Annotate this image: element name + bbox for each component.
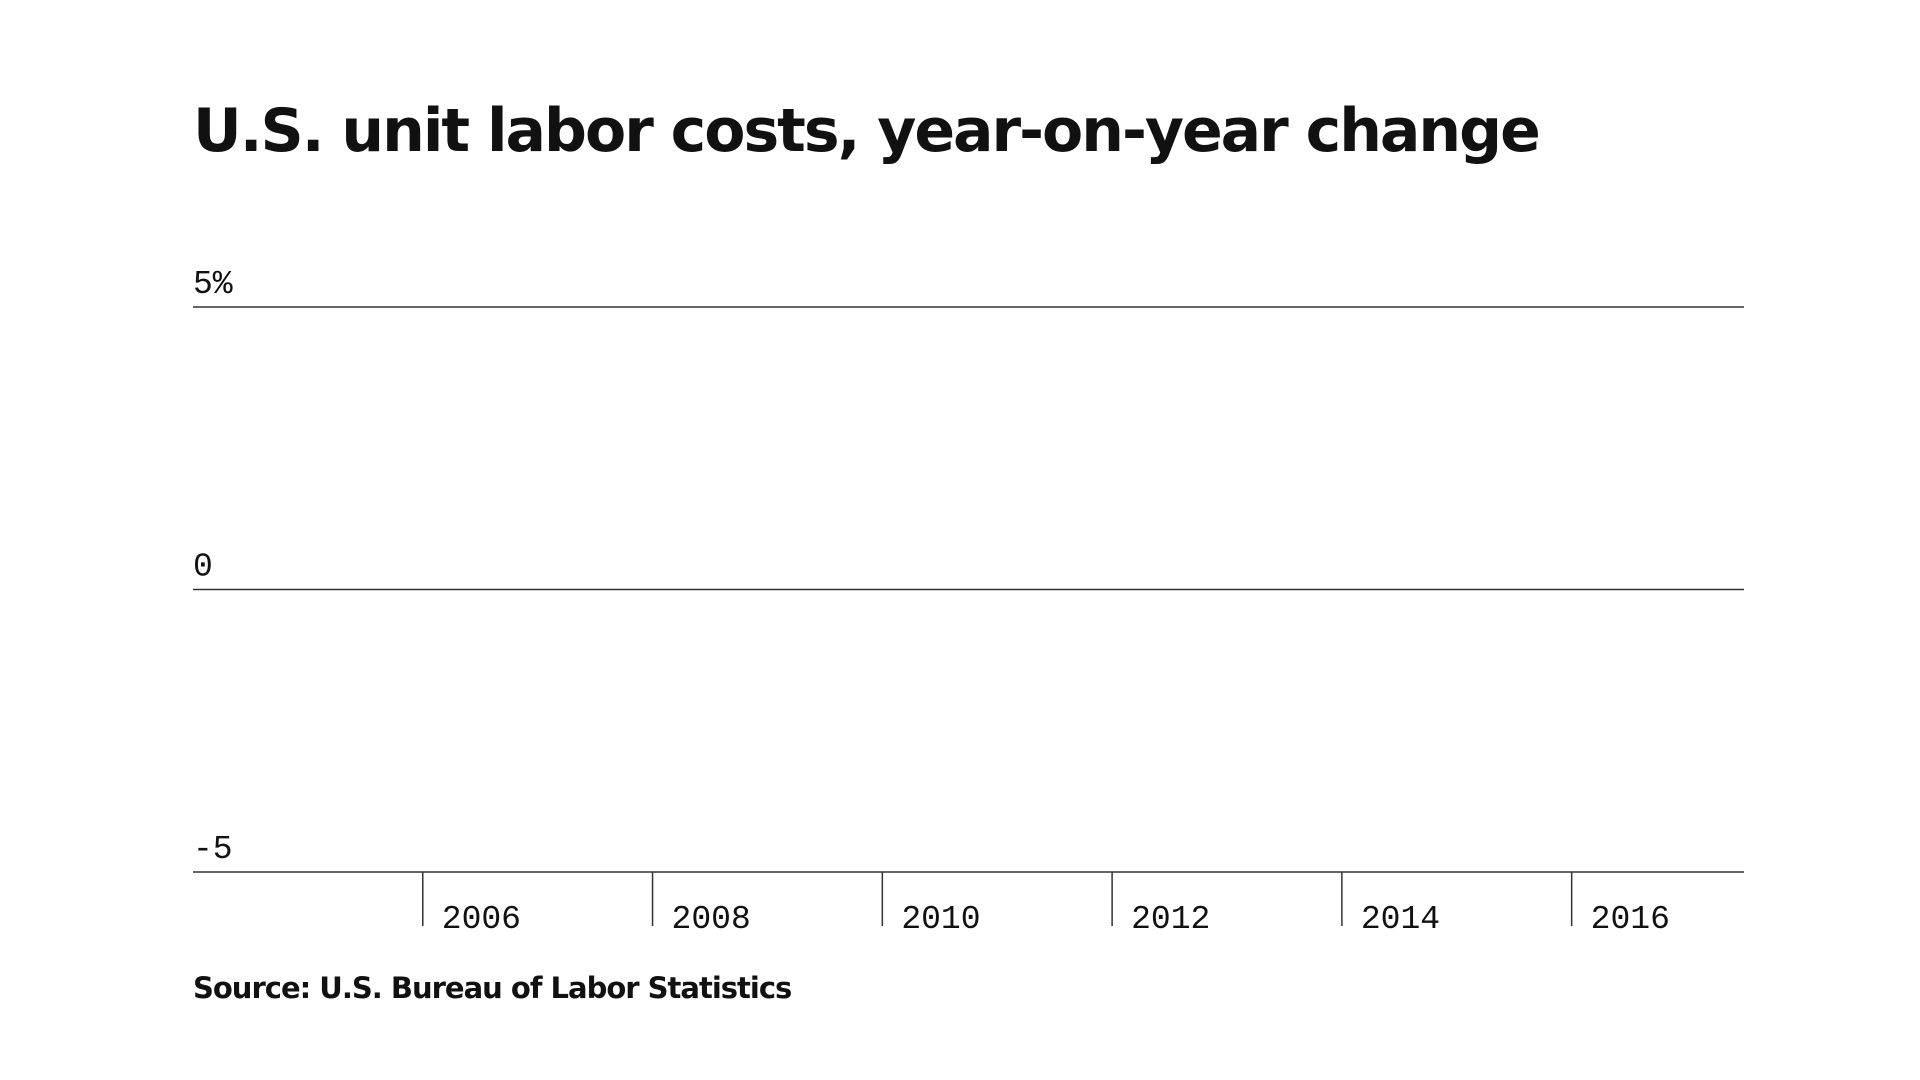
x-axis-ticks: 2006 2008 2010 2012 2014 2016 bbox=[422, 872, 1670, 938]
gridlines bbox=[193, 306, 1744, 873]
x-tick-label: 2012 bbox=[1131, 901, 1210, 938]
source-note: Source: U.S. Bureau of Labor Statistics bbox=[193, 971, 792, 1005]
x-tick-label: 2006 bbox=[442, 901, 521, 938]
x-tick-label: 2008 bbox=[672, 901, 751, 938]
y-tick-label: 0 bbox=[193, 549, 213, 586]
chart-title: U.S. unit labor costs, year-on-year chan… bbox=[193, 96, 1541, 166]
y-tick-label: -5 bbox=[193, 831, 233, 868]
x-tick-label: 2016 bbox=[1591, 901, 1670, 938]
y-axis-ticks: 5% 0 -5 bbox=[193, 266, 233, 868]
y-tick-label: 5% bbox=[193, 266, 233, 303]
x-tick-label: 2014 bbox=[1361, 901, 1440, 938]
x-tick-label: 2010 bbox=[901, 901, 980, 938]
